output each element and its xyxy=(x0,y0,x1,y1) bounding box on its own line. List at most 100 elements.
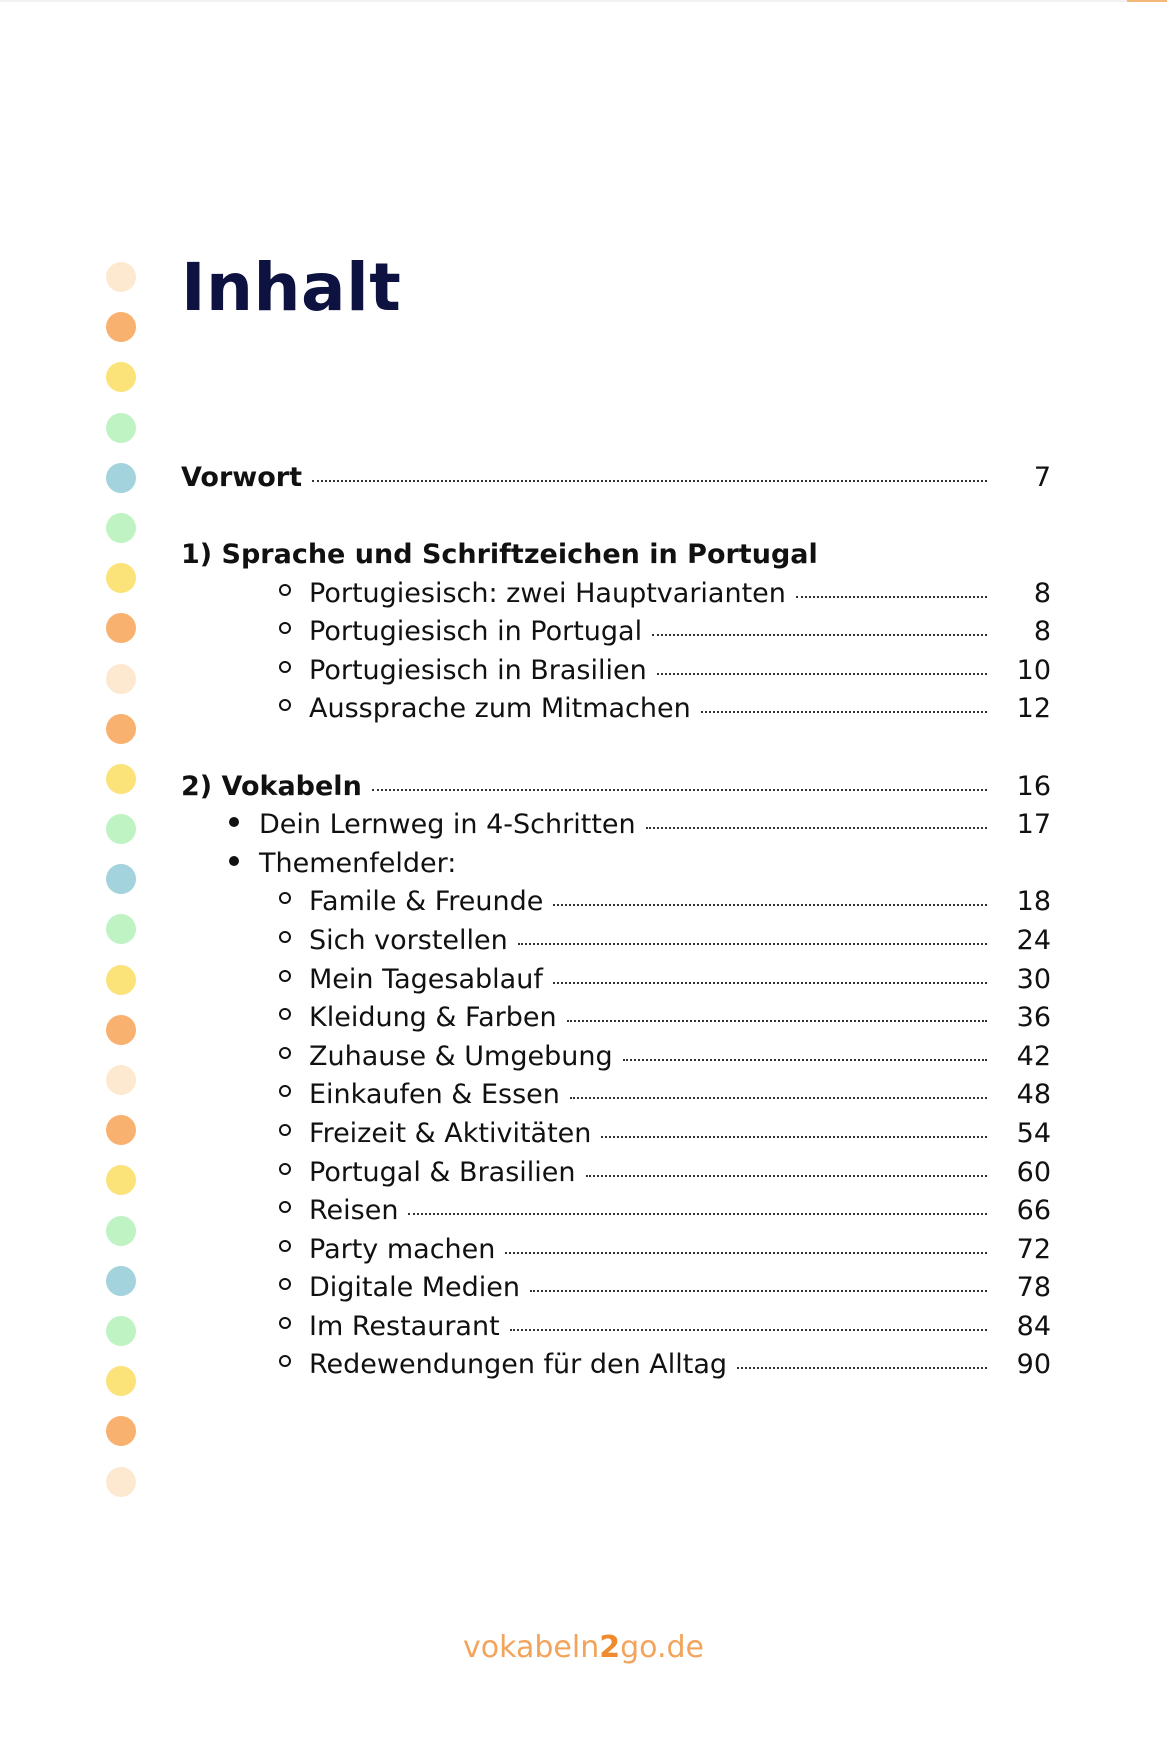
toc-entry-label: Sich vorstellen xyxy=(309,924,508,956)
dot-leader xyxy=(408,1213,987,1216)
toc-entry-label: Freizeit & Aktivitäten xyxy=(309,1117,592,1149)
toc-entry-label: Zuhause & Umgebung xyxy=(309,1040,613,1072)
decorative-dot-green xyxy=(106,814,136,845)
bullet-circle-icon xyxy=(279,1225,309,1264)
dot-leader xyxy=(553,904,987,907)
decorative-dot-peach xyxy=(106,663,136,694)
decorative-dot-blue xyxy=(106,1265,136,1296)
decorative-dot-green xyxy=(106,1215,136,1246)
dot-leader xyxy=(552,981,987,984)
toc-page-number: 60 xyxy=(1016,1156,1051,1188)
dot-leader xyxy=(645,827,987,830)
toc-entry-label: Vorwort xyxy=(181,462,302,493)
toc-page-number: 8 xyxy=(1033,577,1051,609)
toc-page-number: 17 xyxy=(1016,809,1051,841)
decorative-dot-peach xyxy=(106,1065,136,1095)
toc-page-number: 42 xyxy=(1016,1040,1051,1072)
dot-leader xyxy=(371,788,987,791)
dot-leader xyxy=(517,942,987,945)
toc-section-heading-1[interactable]: 1) Sprache und Schriftzeichen in Portuga… xyxy=(181,536,1051,575)
toc-entry-label: Famile & Freunde xyxy=(309,886,544,918)
decorative-dot-yellow xyxy=(106,763,136,794)
dot-leader xyxy=(601,1135,987,1138)
footer-text-part3: go.de xyxy=(620,1630,704,1665)
toc-entry-themenfelder: Themenfelder: xyxy=(181,845,1051,884)
bullet-circle-icon xyxy=(279,955,309,994)
top-rule xyxy=(0,0,1167,2)
toc-page-number: 78 xyxy=(1016,1272,1051,1304)
toc-page-number: 54 xyxy=(1016,1117,1051,1149)
toc-entry-label: Reisen xyxy=(309,1195,399,1227)
toc-entry[interactable]: Portugal & Brasilien 60 xyxy=(181,1154,1051,1193)
bullet-circle-icon xyxy=(279,916,309,955)
footer-text-part1: vokabeln xyxy=(463,1630,600,1665)
decorative-dot-yellow xyxy=(106,1165,136,1196)
decorative-dot-orange xyxy=(106,1115,136,1146)
decorative-dot-column xyxy=(106,262,136,1517)
toc-entry[interactable]: Famile & Freunde 18 xyxy=(181,883,1051,922)
table-of-contents: Vorwort 7 1) Sprache und Schriftzeichen … xyxy=(181,459,1051,1385)
toc-entry[interactable]: Einkaufen & Essen 48 xyxy=(181,1076,1051,1115)
toc-entry-label: Dein Lernweg in 4-Schritten xyxy=(259,809,636,841)
decorative-dot-peach xyxy=(106,1466,136,1497)
decorative-dot-green xyxy=(106,412,136,443)
toc-entry-label: Redewendungen für den Alltag xyxy=(309,1349,728,1381)
decorative-dot-blue xyxy=(106,864,136,895)
toc-entry[interactable]: Portugiesisch in Portugal 8 xyxy=(181,613,1051,652)
toc-entry[interactable]: Zuhause & Umgebung 42 xyxy=(181,1038,1051,1077)
bullet-circle-icon xyxy=(279,877,309,916)
toc-page-number: 24 xyxy=(1016,924,1051,956)
toc-section-heading-2[interactable]: 2) Vokabeln 16 xyxy=(181,768,1051,807)
decorative-dot-orange xyxy=(106,1014,136,1045)
toc-entry-label: Portugal & Brasilien xyxy=(309,1156,576,1188)
toc-entry-label: Portugiesisch in Brasilien xyxy=(309,654,647,686)
toc-entry[interactable]: Mein Tagesablauf 30 xyxy=(181,961,1051,1000)
bullet-circle-icon xyxy=(279,1148,309,1187)
decorative-dot-yellow xyxy=(106,563,136,594)
toc-section-label: 1) Sprache und Schriftzeichen in Portuga… xyxy=(181,539,818,571)
decorative-dot-green xyxy=(106,512,136,543)
footer-text-part2: 2 xyxy=(599,1630,621,1665)
toc-page-number: 84 xyxy=(1016,1310,1051,1342)
decorative-dot-orange xyxy=(106,1416,136,1447)
dot-leader xyxy=(737,1367,987,1370)
toc-entry-label: Portugiesisch in Portugal xyxy=(309,616,643,648)
toc-entry-label: Im Restaurant xyxy=(309,1310,500,1342)
toc-page-number: 10 xyxy=(1016,654,1051,686)
bullet-circle-icon xyxy=(279,1302,309,1341)
dot-leader xyxy=(505,1251,987,1254)
footer-website[interactable]: vokabeln2go.de xyxy=(0,1630,1167,1665)
bullet-circle-icon xyxy=(279,993,309,1032)
decorative-dot-orange xyxy=(106,312,136,343)
toc-entry[interactable]: Digitale Medien 78 xyxy=(181,1269,1051,1308)
toc-page-number: 12 xyxy=(1016,693,1051,725)
decorative-dot-yellow xyxy=(106,362,136,393)
toc-entry[interactable]: Freizeit & Aktivitäten 54 xyxy=(181,1115,1051,1154)
toc-page-number: 7 xyxy=(1033,462,1051,493)
toc-entry[interactable]: Party machen 72 xyxy=(181,1231,1051,1270)
dot-leader xyxy=(566,1020,987,1023)
toc-page-number: 16 xyxy=(1016,770,1051,802)
toc-entry[interactable]: Portugiesisch in Brasilien 10 xyxy=(181,652,1051,691)
toc-entry[interactable]: Redewendungen für den Alltag 90 xyxy=(181,1346,1051,1385)
toc-entry[interactable]: Sich vorstellen 24 xyxy=(181,922,1051,961)
toc-page-number: 18 xyxy=(1016,886,1051,918)
toc-entry[interactable]: Aussprache zum Mitmachen 12 xyxy=(181,690,1051,729)
toc-entry-label: Themenfelder: xyxy=(259,847,457,879)
bullet-circle-icon xyxy=(279,1032,309,1071)
toc-entry[interactable]: Reisen 66 xyxy=(181,1192,1051,1231)
toc-entry[interactable]: Kleidung & Farben 36 xyxy=(181,999,1051,1038)
toc-entry-label: Mein Tagesablauf xyxy=(309,963,543,995)
decorative-dot-orange xyxy=(106,713,136,744)
toc-entry[interactable]: Portugiesisch: zwei Hauptvarianten 8 xyxy=(181,575,1051,614)
decorative-dot-blue xyxy=(106,462,136,493)
toc-entry-vorwort[interactable]: Vorwort 7 xyxy=(181,459,1051,498)
toc-entry-lernweg[interactable]: Dein Lernweg in 4-Schritten 17 xyxy=(181,806,1051,845)
toc-entry-label: Portugiesisch: zwei Hauptvarianten xyxy=(309,577,786,609)
bullet-disc-icon xyxy=(229,800,259,839)
toc-entry[interactable]: Im Restaurant 84 xyxy=(181,1308,1051,1347)
toc-entry-label: Einkaufen & Essen xyxy=(309,1079,560,1111)
dot-leader xyxy=(656,672,987,675)
bullet-circle-icon xyxy=(279,607,309,646)
dot-leader xyxy=(700,711,987,714)
